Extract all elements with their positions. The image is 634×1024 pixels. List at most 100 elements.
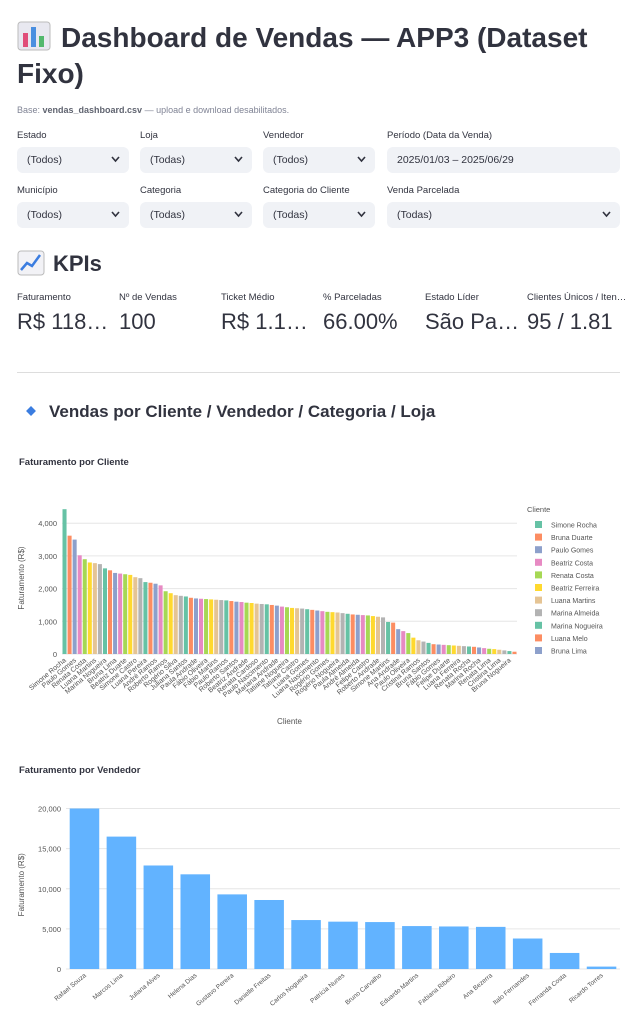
- x-tick-label: Carlos Nogueira: [269, 972, 310, 1008]
- bar: [461, 646, 466, 654]
- bar: [497, 649, 502, 654]
- filter-select[interactable]: (Todas): [140, 147, 252, 173]
- legend-label: Marina Nogueira: [551, 623, 603, 630]
- bar: [62, 509, 67, 654]
- filter-label: Período (Data da Venda): [387, 130, 493, 141]
- caption: Base: vendas_dashboard.csv — upload e do…: [17, 105, 289, 115]
- filter-select[interactable]: (Todas): [387, 202, 620, 228]
- x-tick-label: Eduardo Martins: [379, 972, 421, 1008]
- diamond-icon: [26, 406, 36, 416]
- bar: [254, 899, 284, 969]
- bar: [507, 651, 512, 654]
- kpi-value: R$ 1.1…: [221, 309, 308, 334]
- legend-label: Renata Costa: [551, 573, 594, 580]
- y-tick-label: 0: [57, 965, 61, 974]
- filter-select[interactable]: (Todas): [263, 202, 375, 228]
- filter-value: 2025/01/03 – 2025/06/29: [397, 154, 514, 166]
- bar: [148, 582, 153, 654]
- kpi-value: 100: [119, 309, 156, 334]
- bar: [441, 644, 446, 654]
- bar: [180, 874, 211, 969]
- legend-label: Luana Martins: [551, 598, 596, 605]
- chevron: [111, 211, 120, 218]
- filter-select[interactable]: (Todos): [17, 202, 129, 228]
- filter-select[interactable]: (Todas): [140, 202, 252, 228]
- filter-value: (Todos): [27, 209, 63, 221]
- bar: [300, 608, 305, 654]
- bar: [477, 647, 482, 654]
- bar: [113, 572, 118, 654]
- kpi-label: Clientes Únicos / Iten…: [527, 292, 627, 303]
- bar: [244, 602, 249, 654]
- kpi-value: 66.00%: [323, 309, 398, 334]
- bar: [217, 894, 247, 969]
- bar: [375, 616, 380, 654]
- bar: [108, 570, 113, 654]
- bar: [315, 610, 320, 654]
- bar: [259, 603, 264, 654]
- chart-title: Faturamento por Vendedor: [19, 765, 141, 776]
- chevron: [234, 211, 243, 218]
- kpi-value: R$ 118…: [17, 309, 109, 334]
- bar: [402, 926, 432, 969]
- bar: [284, 607, 289, 654]
- y-tick-label: 0: [53, 650, 57, 659]
- bar: [118, 573, 123, 654]
- y-tick-label: 4,000: [38, 519, 57, 528]
- chevron: [357, 156, 366, 163]
- x-tick-label: Patrícia Nunes: [309, 972, 347, 1005]
- filter-select[interactable]: (Todos): [17, 147, 129, 173]
- bar: [269, 604, 274, 654]
- kpis-heading: KPIs: [17, 250, 102, 277]
- chevron: [602, 211, 611, 218]
- kpi-label: Ticket Médio: [221, 292, 275, 303]
- kpis-title: KPIs: [53, 251, 102, 276]
- legend-label: Beatriz Costa: [551, 560, 593, 567]
- chart-title: Faturamento por Cliente: [19, 457, 129, 468]
- filter-label: Categoria do Cliente: [263, 185, 350, 196]
- filter-value: (Todas): [150, 209, 186, 221]
- bar: [586, 966, 617, 969]
- kpi-label: Nº de Vendas: [119, 292, 177, 303]
- bar: [345, 613, 350, 654]
- chevron: [234, 156, 243, 163]
- bar: [173, 595, 178, 654]
- bar: [143, 865, 174, 969]
- legend-swatch: [535, 647, 542, 654]
- bar: [123, 574, 128, 654]
- bar: [290, 607, 295, 654]
- bar: [350, 614, 355, 654]
- filter-value: (Todos): [27, 154, 63, 166]
- bar: [199, 598, 204, 654]
- bar: [234, 601, 239, 654]
- legend-label: Bruna Lima: [551, 649, 587, 656]
- bar: [158, 585, 163, 654]
- filter-select[interactable]: 2025/01/03 – 2025/06/29: [387, 147, 620, 173]
- filter-label: Município: [17, 185, 58, 196]
- kpi-icon: [17, 250, 45, 276]
- y-tick-label: 1,000: [38, 617, 57, 626]
- bar: [396, 629, 401, 654]
- legend-label: Marina Almeida: [551, 611, 599, 618]
- x-tick-label: Fabiana Ribeiro: [417, 972, 457, 1007]
- divider: [17, 372, 620, 373]
- bar: [446, 645, 451, 654]
- kpi-value: São Pa…: [425, 309, 520, 334]
- y-tick-label: 3,000: [38, 552, 57, 561]
- bar: [219, 600, 224, 654]
- y-tick-label: 5,000: [42, 925, 61, 934]
- bar: [72, 539, 77, 654]
- filter-select[interactable]: (Todos): [263, 147, 375, 173]
- bar: [106, 836, 137, 969]
- bar: [249, 603, 254, 654]
- bar: [451, 645, 456, 654]
- legend-swatch: [535, 533, 542, 541]
- title-icon: [17, 21, 51, 51]
- legend-label: Beatriz Ferreira: [551, 586, 599, 593]
- section-heading: Vendas por Cliente / Vendedor / Categori…: [25, 402, 435, 422]
- bar: [381, 617, 386, 654]
- kpi-label: Estado Líder: [425, 292, 479, 303]
- chevron: [111, 156, 120, 163]
- kpi-value: 95 / 1.81: [527, 309, 613, 334]
- legend-swatch: [535, 596, 542, 604]
